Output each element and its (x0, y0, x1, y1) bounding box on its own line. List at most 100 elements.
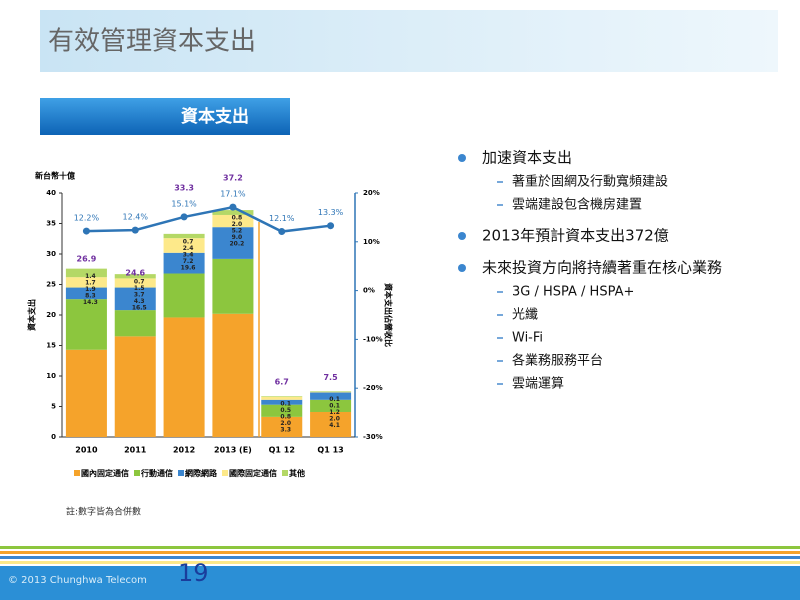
y-unit: 新台幣十億 (35, 171, 75, 181)
x-tick-label: Q1 13 (317, 446, 343, 455)
slide-title: 有效管理資本支出 (48, 27, 256, 57)
bar-segment (261, 416, 303, 437)
bar-segment (310, 411, 352, 437)
bullet-text: 未來投資方向將持續著重在核心業務 (482, 259, 722, 277)
bullet-icon (458, 232, 466, 240)
y2-tick-label: -30% (363, 433, 383, 441)
line-label: 12.4% (123, 213, 149, 222)
y2-tick-label: 0% (363, 287, 375, 295)
bullet-text: 2013年預計資本支出372億 (482, 227, 669, 245)
segment-label: 5.2 (232, 228, 243, 235)
bar-segment (212, 210, 254, 215)
segment-label: 2.4 (183, 245, 194, 252)
y2-tick-label: -10% (363, 335, 383, 343)
y-tick-label: 30 (46, 250, 56, 258)
bar-segment (212, 214, 254, 228)
bar-segment (310, 399, 352, 412)
segment-label: 0.1 (329, 402, 340, 409)
total-label: 33.3 (174, 183, 194, 192)
segment-label: 0.7 (183, 238, 194, 245)
bar-segment (163, 252, 205, 274)
segment-label: 0.8 (232, 215, 243, 222)
bar-segment (310, 391, 352, 393)
bar-segment (65, 277, 107, 288)
bar-segment (114, 310, 156, 337)
bar-segment (261, 399, 303, 405)
sub-text: 著重於固網及行動寬頻建設 (512, 174, 668, 190)
y2-tick-label: -20% (363, 384, 383, 392)
y-tick-label: 15 (46, 342, 56, 350)
bar-segment (163, 233, 205, 239)
bar-segment (261, 404, 303, 417)
legend-label: 行動通信 (140, 468, 173, 478)
legend-label: 其他 (289, 468, 305, 478)
line-label: 12.2% (74, 214, 100, 223)
segment-label: 16.5 (132, 305, 147, 312)
line-marker (278, 228, 286, 236)
x-tick-label: 2011 (124, 446, 147, 455)
segment-label: 4.1 (329, 422, 340, 429)
line-marker (327, 222, 335, 230)
total-label: 26.9 (77, 254, 97, 263)
line-label: 15.1% (171, 199, 197, 208)
segment-label: 3.7 (134, 292, 145, 299)
total-label: 37.2 (223, 174, 243, 183)
y-tick-label: 20 (46, 311, 56, 319)
segment-label: 14.3 (83, 299, 98, 306)
segment-label: 7.2 (183, 258, 194, 265)
y-axis-label: 資本支出 (27, 299, 37, 331)
bar-segment (212, 313, 254, 437)
header-bar (40, 10, 778, 72)
sub-text: 雲端建設包含機房建置 (512, 197, 642, 213)
segment-label: 9.0 (232, 234, 243, 241)
section-label: 資本支出 (181, 106, 249, 127)
total-label: 7.5 (323, 373, 338, 382)
bar-segment (114, 274, 156, 279)
legend-swatch (282, 470, 288, 476)
segment-label: 20.2 (230, 241, 245, 248)
note: 註:數字皆為合併數 (66, 506, 141, 518)
legend-swatch (222, 470, 228, 476)
line-marker (131, 226, 139, 234)
total-label: 6.7 (275, 378, 289, 387)
y-tick-label: 10 (46, 372, 56, 380)
segment-label: 1.4 (85, 273, 96, 280)
segment-label: 19.6 (181, 264, 196, 271)
bar-segment (261, 396, 303, 400)
bar-segment (212, 227, 254, 259)
x-tick-label: 2010 (75, 446, 98, 455)
bar-segment (163, 273, 205, 318)
line-marker (180, 213, 188, 221)
segment-label: 4.3 (134, 298, 145, 305)
section-box (40, 98, 290, 135)
bar-segment (261, 396, 303, 397)
bar-segment (114, 336, 156, 437)
line (86, 205, 331, 233)
bullet-icon (458, 264, 466, 272)
bar-segment (114, 278, 156, 288)
x-tick-label: 2013 (E) (214, 446, 252, 455)
legend-label: 國內固定通信 (81, 468, 129, 478)
line-marker (82, 227, 90, 235)
segment-label: 0.8 (280, 414, 291, 421)
bar-segment (310, 391, 352, 392)
segment-label: 2.0 (329, 415, 340, 422)
x-tick-label: Q1 12 (269, 446, 295, 455)
bar-segment (163, 317, 205, 437)
legend-label: 國際固定通信 (229, 468, 277, 478)
sub-text: 雲端運算 (512, 377, 564, 392)
bar-segment (65, 349, 107, 437)
y-tick-label: 0 (51, 433, 56, 441)
line-marker (229, 203, 237, 211)
sub-text: 3G / HSPA / HSPA+ (512, 285, 634, 300)
legend-swatch (178, 470, 184, 476)
segment-label: 3.4 (183, 251, 194, 258)
copyright: © 2013 Chunghwa Telecom (8, 575, 147, 586)
segment-label: 0.5 (280, 407, 291, 414)
y-tick-label: 5 (51, 403, 56, 411)
bar-segment (65, 268, 107, 278)
sub-text: Wi-Fi (512, 331, 543, 346)
bar-segment (212, 258, 254, 314)
segment-label: 0.1 (280, 401, 291, 408)
